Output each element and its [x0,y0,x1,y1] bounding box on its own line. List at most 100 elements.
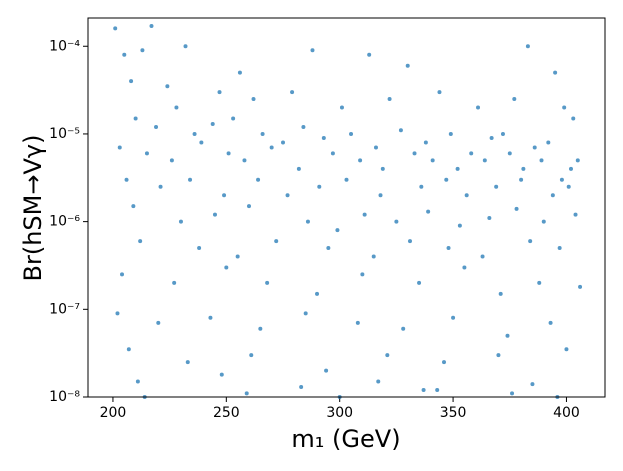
point [500,131,505,136]
point [430,158,435,163]
point [344,177,349,182]
point [129,79,134,84]
point [208,315,213,320]
point [507,151,512,156]
point [169,158,174,163]
point [437,90,442,95]
point [217,90,222,95]
point [274,239,279,244]
point [117,145,122,150]
point [519,177,524,182]
point [566,184,571,189]
point [548,320,553,325]
point [385,353,390,358]
point [113,26,118,31]
point [394,219,399,224]
point [115,311,120,316]
point [464,193,469,198]
point [135,379,140,384]
y-tick-label: 10⁻⁸ [49,389,80,405]
point [380,166,385,171]
point [412,151,417,156]
point [199,140,204,145]
point [269,145,274,150]
point [260,131,265,136]
point [421,388,426,393]
point [140,48,145,53]
y-tick-label: 10⁻⁶ [49,214,80,230]
point [122,52,127,57]
point [378,193,383,198]
point [265,280,270,285]
point [355,320,360,325]
point [448,131,453,136]
point [564,347,569,352]
point [568,166,573,171]
point [360,272,365,277]
point [571,116,576,121]
point [562,105,567,110]
point [387,97,392,102]
x-tick-label: 350 [440,405,467,421]
point [183,44,188,49]
point [442,360,447,365]
point [144,151,149,156]
point [133,116,138,121]
point [494,184,499,189]
point [224,265,229,270]
point [575,158,580,163]
point [435,388,440,393]
point [539,158,544,163]
point [249,353,254,358]
x-axis-label: m₁ (GeV) [291,425,400,453]
point [231,116,236,121]
point [573,212,578,217]
x-tick-label: 400 [553,405,580,421]
point [349,131,354,136]
point [317,184,322,189]
point [131,204,136,209]
point [550,193,555,198]
point [367,52,372,57]
point [299,385,304,390]
point [138,239,143,244]
point [532,145,537,150]
point [510,391,515,396]
point [296,166,301,171]
y-tick-label: 10⁻⁵ [49,126,80,142]
point [546,140,551,145]
point [212,212,217,217]
point [281,140,286,145]
point [362,212,367,217]
point [154,124,159,129]
plot-frame [87,17,606,398]
point [251,97,256,102]
point [521,166,526,171]
point [496,353,501,358]
point [197,246,202,251]
point [358,158,363,163]
point [455,166,460,171]
point [120,272,125,277]
point [315,291,320,296]
point [326,246,331,251]
point [462,265,467,270]
point [419,184,424,189]
point [244,391,249,396]
point [335,228,340,233]
point [541,219,546,224]
point [156,320,161,325]
point [405,63,410,68]
y-axis-label: Br(hSM→Vγ) [19,135,47,282]
point [174,105,179,110]
point [324,368,329,373]
point [423,140,428,145]
point [321,135,326,140]
point [530,382,535,387]
point [237,70,242,75]
point [235,254,240,259]
point [482,158,487,163]
point [476,105,481,110]
point [401,326,406,331]
point [285,193,290,198]
